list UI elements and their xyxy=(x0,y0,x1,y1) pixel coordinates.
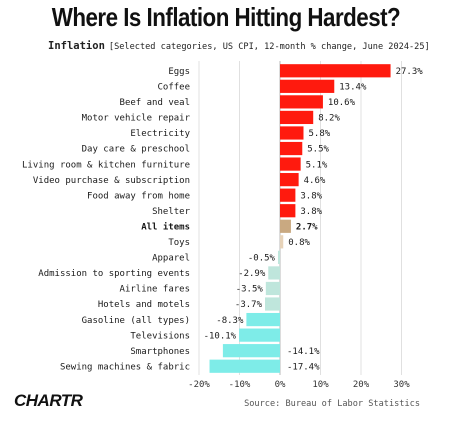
value-label-1: 27.3% xyxy=(396,67,424,77)
category-label-16: Hotels and motels xyxy=(98,300,190,310)
category-label-6: Day care & preschool xyxy=(82,145,190,155)
x-tick-label-3: 10% xyxy=(312,380,329,390)
category-label-15: Airline fares xyxy=(120,285,190,295)
value-label-2: 13.4% xyxy=(339,83,367,93)
category-label-19: Smartphones xyxy=(130,347,190,357)
category-label-3: Beef and veal xyxy=(120,98,190,108)
x-tick-label-5: 30% xyxy=(393,380,410,390)
x-tick-label-4: 20% xyxy=(353,380,370,390)
value-label-7: 5.1% xyxy=(306,160,328,170)
value-label-12: 0.8% xyxy=(288,238,310,248)
bar-11 xyxy=(280,219,291,233)
value-label-16: -3.7% xyxy=(235,300,263,310)
bar-3 xyxy=(280,95,323,109)
category-label-1: Eggs xyxy=(168,67,190,77)
source-note: Source: Bureau of Labor Statistics xyxy=(244,399,420,409)
chartr-logo: CHARTR xyxy=(14,391,83,410)
value-label-9: 3.8% xyxy=(300,191,322,201)
bar-18 xyxy=(239,328,280,342)
category-label-8: Video purchase & subscription xyxy=(33,176,190,186)
category-label-7: Living room & kitchen furniture xyxy=(22,160,190,170)
category-label-4: Motor vehicle repair xyxy=(82,114,191,124)
value-label-3: 10.6% xyxy=(328,98,356,108)
x-tick-label-0: -20% xyxy=(188,380,210,390)
bar-19 xyxy=(222,344,280,358)
bar-8 xyxy=(280,173,299,187)
category-label-11: All items xyxy=(141,221,190,232)
bar-10 xyxy=(280,204,296,218)
x-tick-label-2: 0% xyxy=(275,380,286,390)
chart-title: Where Is Inflation Hitting Hardest? xyxy=(51,2,401,32)
value-label-5: 5.8% xyxy=(308,129,330,139)
category-label-18: Televisions xyxy=(130,331,190,341)
bar-15 xyxy=(265,281,280,296)
category-label-12: Toys xyxy=(168,238,190,248)
bar-2 xyxy=(280,79,335,93)
value-label-4: 8.2% xyxy=(318,114,340,124)
category-label-13: Apparel xyxy=(152,254,190,264)
value-label-13: -0.5% xyxy=(248,254,276,264)
category-label-9: Food away from home xyxy=(87,191,190,201)
bar-17 xyxy=(246,312,280,327)
bar-9 xyxy=(280,188,296,202)
value-label-14: -2.9% xyxy=(238,269,266,279)
value-label-18: -10.1% xyxy=(204,331,237,341)
value-label-19: -14.1% xyxy=(287,347,320,357)
bar-4 xyxy=(280,110,314,125)
value-label-17: -8.3% xyxy=(216,316,244,326)
bar-12 xyxy=(280,235,284,249)
value-label-15: -3.5% xyxy=(236,285,264,295)
chart-subtitle: Inflation [Selected categories, US CPI, 1… xyxy=(48,40,430,52)
value-label-10: 3.8% xyxy=(300,207,322,217)
bar-20 xyxy=(209,359,280,373)
bar-6 xyxy=(280,141,303,156)
category-label-5: Electricity xyxy=(130,129,190,139)
subtitle-detail: [Selected categories, US CPI, 12-month %… xyxy=(108,42,430,52)
subtitle-lead: Inflation xyxy=(48,40,105,52)
bar-1 xyxy=(280,64,391,78)
bar-16 xyxy=(265,297,280,311)
category-label-17: Gasoline (all types) xyxy=(82,316,190,326)
bar-5 xyxy=(280,126,304,140)
category-label-14: Admission to sporting events xyxy=(38,269,190,279)
value-label-8: 4.6% xyxy=(304,176,326,186)
category-label-20: Sewing machines & fabric xyxy=(60,362,190,372)
x-tick-label-1: -10% xyxy=(229,380,251,390)
value-label-11: 2.7% xyxy=(296,222,318,232)
value-label-6: 5.5% xyxy=(307,145,329,155)
category-label-2: Coffee xyxy=(157,83,190,93)
value-label-20: -17.4% xyxy=(287,362,320,372)
bar-7 xyxy=(280,157,301,171)
category-label-10: Shelter xyxy=(152,207,191,217)
bar-14 xyxy=(268,266,280,280)
bar-13 xyxy=(277,250,280,264)
